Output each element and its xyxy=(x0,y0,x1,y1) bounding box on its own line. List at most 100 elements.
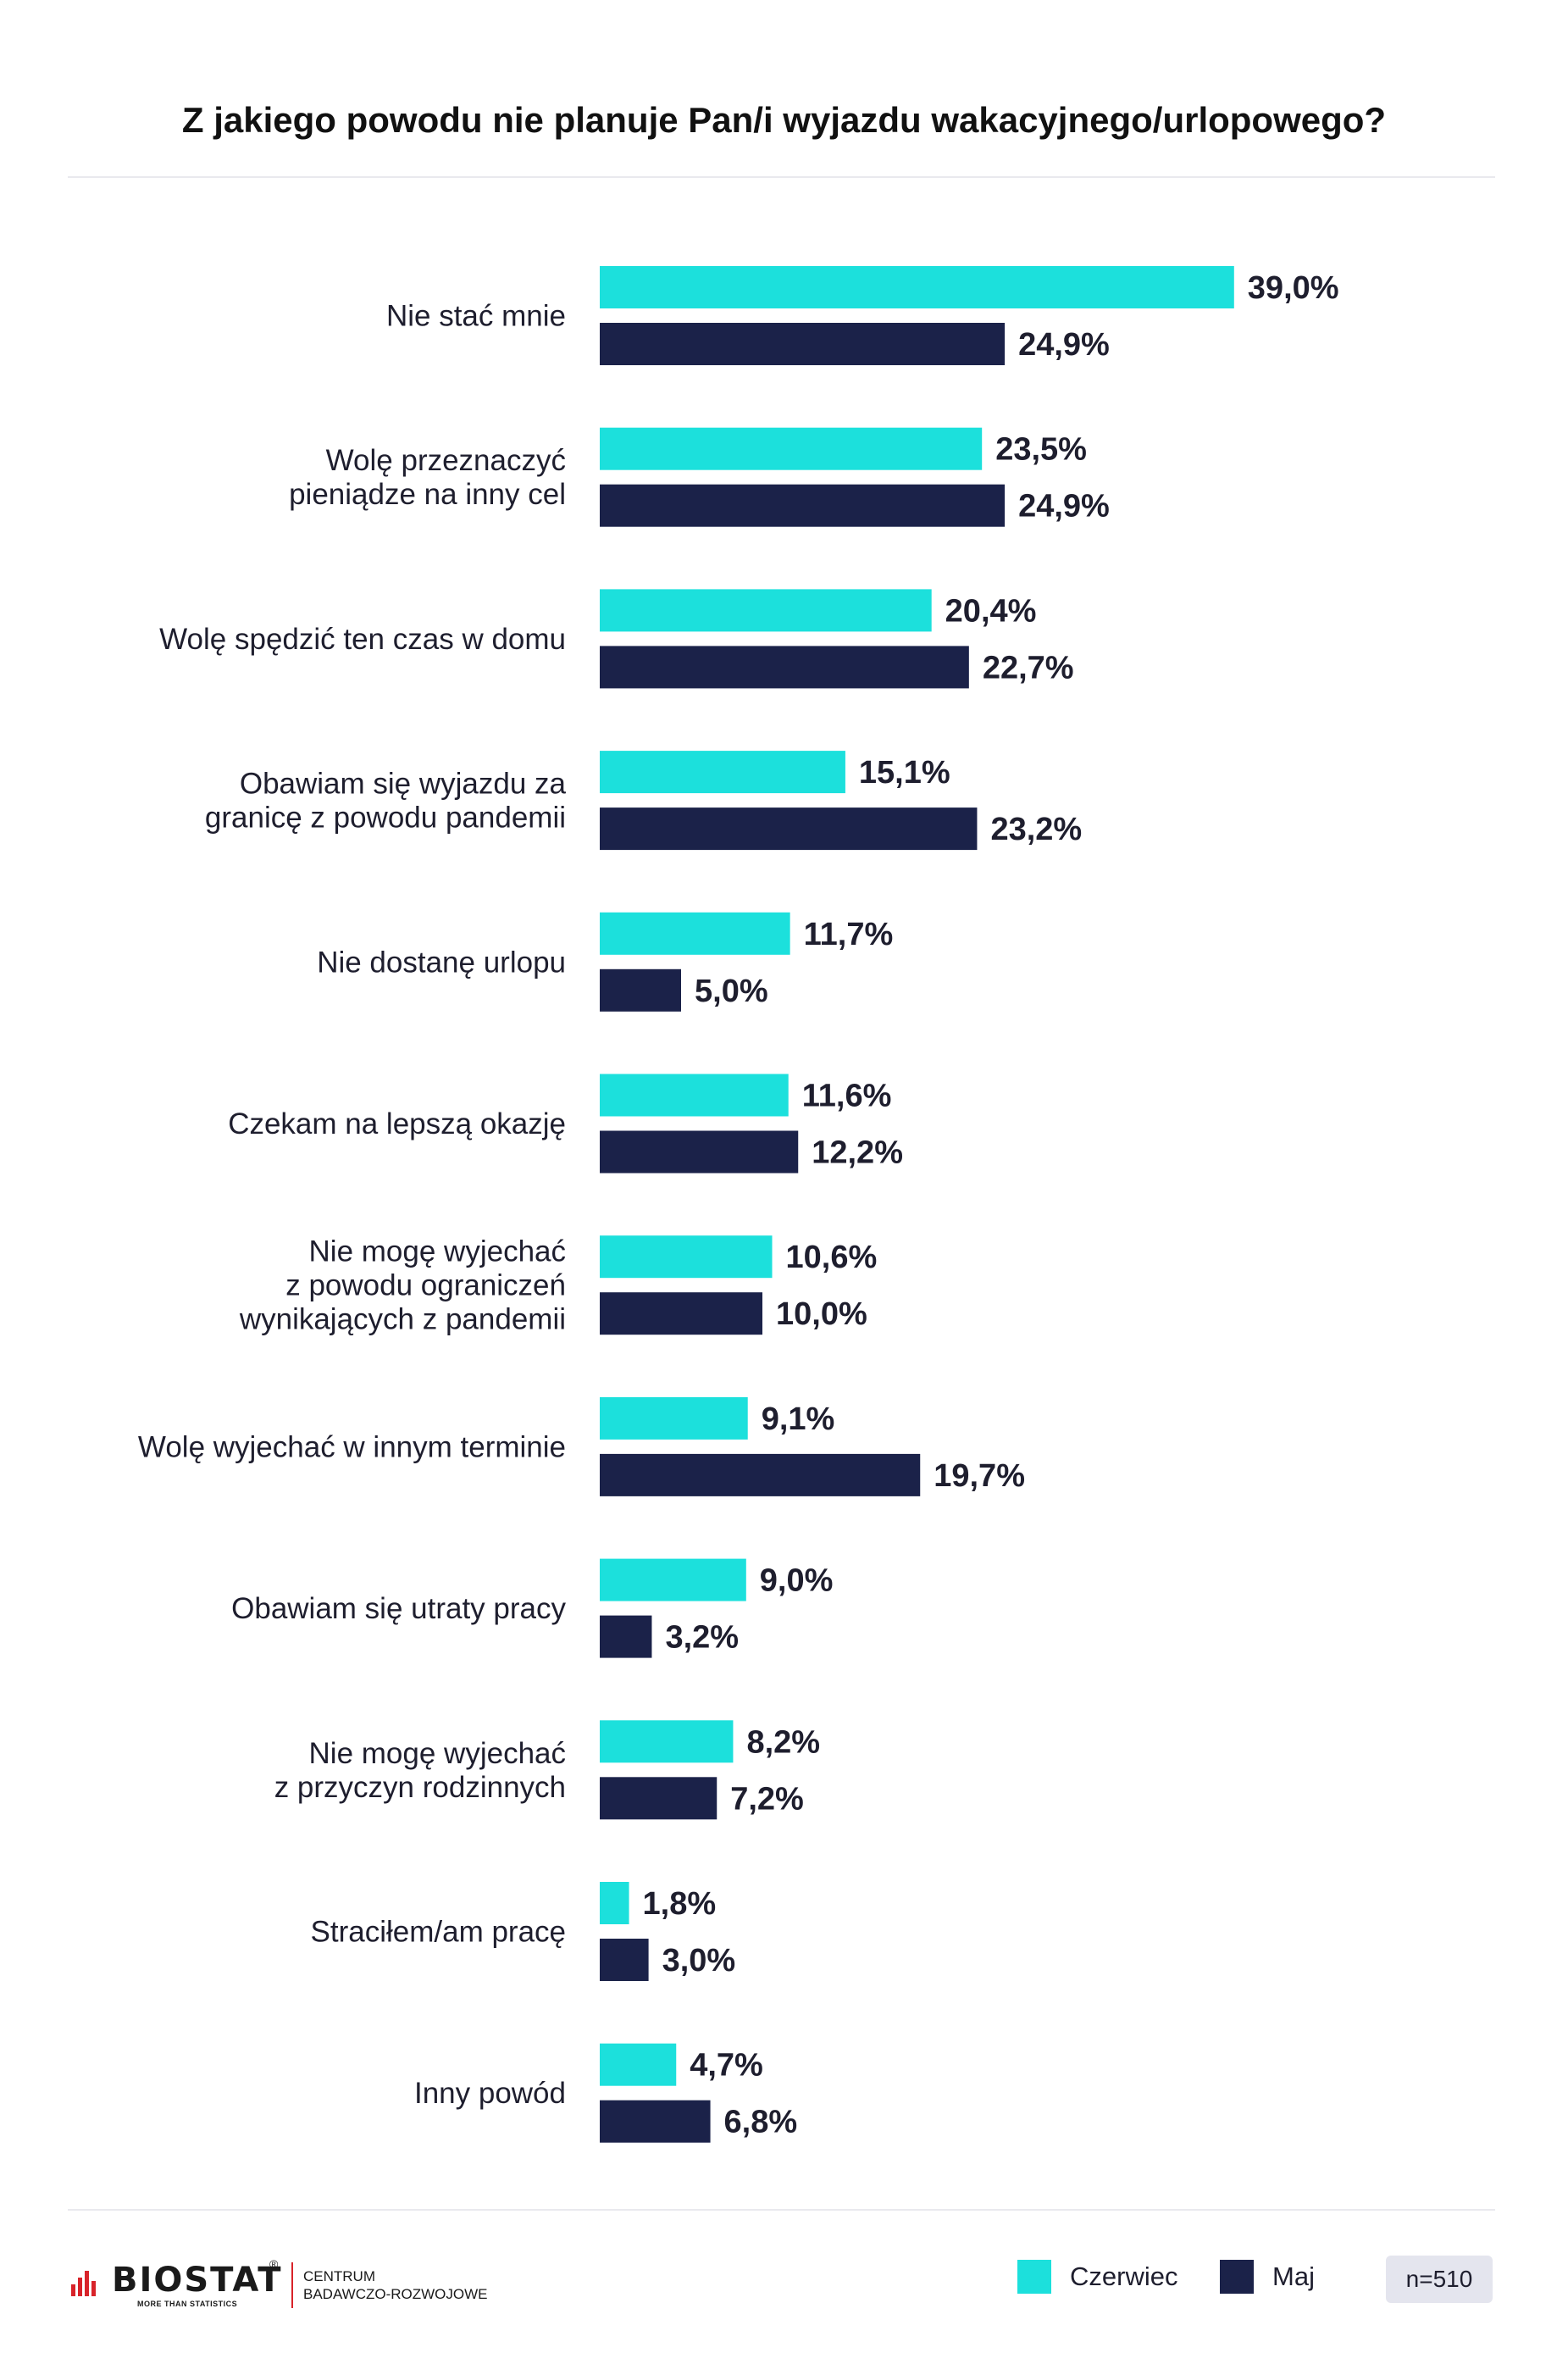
bar-maj xyxy=(600,484,1006,527)
category-label-line: Wolę wyjechać w innym terminie xyxy=(138,1430,566,1463)
bar-group-obawiam-sie-utraty-pracy: Obawiam się utraty pracy 9,0% 3,2% xyxy=(231,1558,834,1658)
bar-czerwiec xyxy=(600,1558,746,1601)
logo-separator xyxy=(291,2262,293,2308)
category-label: Obawiam się wyjazdu za granicę z powodu p… xyxy=(205,768,567,835)
category-label: Wolę przeznaczyć pieniądze na inny cel xyxy=(289,444,566,511)
value-label-czerwiec: 8,2% xyxy=(746,1724,820,1760)
legend-label-maj: Maj xyxy=(1272,2261,1315,2291)
logo-centre-text: CENTRUM BADAWCZO-ROZWOJOWE xyxy=(303,2267,488,2303)
legend-label-czerwiec: Czerwiec xyxy=(1070,2261,1178,2291)
bar-czerwiec xyxy=(600,751,845,794)
category-label-line: z powodu ograniczeń xyxy=(285,1269,566,1302)
category-label: Wolę wyjechać w innym terminie xyxy=(138,1430,566,1463)
logo-centre-line1: CENTRUM xyxy=(303,2268,375,2284)
bar-group-obawiam-sie-wyjazdu-za-granice-z-powodu-pandemii: Obawiam się wyjazdu za granicę z powodu p… xyxy=(205,751,1082,851)
bar-maj xyxy=(600,1292,762,1335)
bar-chart-logo-icon xyxy=(71,2271,96,2296)
category-label-line: Czekam na lepszą okazję xyxy=(228,1107,566,1140)
value-label-czerwiec: 20,4% xyxy=(945,593,1037,629)
bar-maj xyxy=(600,807,978,851)
bar-czerwiec xyxy=(600,1882,629,1924)
logo-centre-line2: BADAWCZO-ROZWOJOWE xyxy=(303,2286,488,2302)
category-label-line: pieniądze na inny cel xyxy=(289,478,566,511)
bar-czerwiec xyxy=(600,1235,773,1279)
bar-maj xyxy=(600,1130,799,1174)
category-label-line: wynikających z pandemii xyxy=(239,1303,566,1336)
bar-czerwiec xyxy=(600,266,1234,308)
value-label-maj: 12,2% xyxy=(812,1135,903,1171)
category-label-line: z przyczyn rodzinnych xyxy=(274,1771,566,1804)
value-label-maj: 3,2% xyxy=(665,1620,739,1656)
bar-group-wole-spedzic-ten-czas-w-domu: Wolę spędzić ten czas w domu 20,4% 22,7% xyxy=(159,589,1074,689)
bar-group-inny-powod: Inny powód 4,7% 6,8% xyxy=(414,2043,798,2143)
bar-czerwiec xyxy=(600,1396,748,1440)
value-label-maj: 6,8% xyxy=(724,2105,798,2140)
category-label-line: Obawiam się wyjazdu za xyxy=(240,768,567,801)
bar-czerwiec xyxy=(600,427,983,470)
value-label-czerwiec: 39,0% xyxy=(1248,270,1339,306)
value-label-czerwiec: 9,1% xyxy=(762,1401,835,1437)
category-label-line: Straciłem/am pracę xyxy=(311,1916,566,1949)
logo-tagline: MORE THAN STATISTICS xyxy=(137,2300,238,2308)
legend-swatch-maj xyxy=(1220,2260,1254,2294)
category-label-line: Inny powód xyxy=(414,2077,566,2110)
logo-registered-mark: ® xyxy=(269,2257,279,2271)
category-label: Nie stać mnie xyxy=(386,300,566,333)
category-label: Nie mogę wyjechać z powodu ograniczeń wyni… xyxy=(239,1235,566,1336)
value-label-maj: 24,9% xyxy=(1018,489,1110,524)
bar-group-nie-dostane-urlopu: Nie dostanę urlopu 11,7% 5,0% xyxy=(317,912,893,1012)
value-label-maj: 22,7% xyxy=(983,650,1074,685)
category-label: Nie dostanę urlopu xyxy=(317,946,566,979)
value-label-maj: 19,7% xyxy=(934,1458,1025,1494)
legend-item-maj: Maj xyxy=(1220,2258,1315,2295)
chart-title: Z jakiego powodu nie planuje Pan/i wyjaz… xyxy=(181,100,1387,140)
category-label-line: Nie dostanę urlopu xyxy=(317,946,566,979)
bar-maj xyxy=(600,1453,921,1496)
category-label: Czekam na lepszą okazję xyxy=(228,1107,566,1140)
bar-maj xyxy=(600,323,1006,365)
value-label-czerwiec: 9,0% xyxy=(760,1563,834,1599)
bar-czerwiec xyxy=(600,912,790,955)
value-label-czerwiec: 1,8% xyxy=(643,1886,717,1922)
bar-group-czekam-na-lepsza-okazje: Czekam na lepszą okazję 11,6% 12,2% xyxy=(228,1074,903,1174)
logo-brand: BIOSTAT xyxy=(112,2261,283,2300)
value-label-maj: 3,0% xyxy=(662,1943,736,1978)
bar-maj xyxy=(600,1615,652,1658)
bar-maj xyxy=(600,1939,649,1981)
value-label-czerwiec: 10,6% xyxy=(786,1240,878,1275)
value-label-maj: 10,0% xyxy=(776,1296,867,1332)
footer-divider xyxy=(68,2209,1495,2211)
value-label-maj: 23,2% xyxy=(990,812,1082,847)
category-label: Nie mogę wyjechać z przyczyn rodzinnych xyxy=(274,1737,566,1804)
value-label-czerwiec: 11,6% xyxy=(802,1079,892,1114)
bar-group-wole-wyjechac-w-innym-terminie: Wolę wyjechać w innym terminie 9,1% 19,7% xyxy=(138,1396,1025,1496)
legend-item-czerwiec: Czerwiec xyxy=(1017,2258,1177,2295)
category-label-line: Obawiam się utraty pracy xyxy=(231,1592,566,1625)
bar-group-nie-moge-wyjechac-z-przyczyn-rodzinnych: Nie mogę wyjechać z przyczyn rodzinnych 8,… xyxy=(274,1720,820,1820)
value-label-maj: 5,0% xyxy=(695,974,768,1009)
category-label: Straciłem/am pracę xyxy=(311,1916,566,1949)
legend-swatch-czerwiec xyxy=(1017,2260,1051,2294)
value-label-maj: 7,2% xyxy=(730,1781,804,1817)
category-label: Wolę spędzić ten czas w domu xyxy=(159,623,566,656)
category-label-line: granicę z powodu pandemii xyxy=(205,802,566,835)
bar-group-wole-przeznaczyc-pieniadze-na-inny-cel: Wolę przeznaczyć pieniądze na inny cel 23,… xyxy=(289,427,1110,527)
value-label-czerwiec: 15,1% xyxy=(859,755,950,791)
category-label: Inny powód xyxy=(414,2077,566,2110)
bar-group-nie-stac-mnie: Nie stać mnie 39,0% 24,9% xyxy=(386,266,1339,365)
title-divider xyxy=(68,176,1495,178)
category-label-line: Wolę spędzić ten czas w domu xyxy=(159,623,566,656)
bar-czerwiec xyxy=(600,1074,789,1117)
bar-group-nie-moge-wyjechac-z-powodu-ograniczen-wynikajacych-z-pandemii: Nie mogę wyjechać z powodu ograniczeń wyni… xyxy=(239,1235,877,1336)
category-label-line: Nie mogę wyjechać xyxy=(309,1235,566,1268)
sample-size-badge: n=510 xyxy=(1386,2256,1493,2303)
bar-czerwiec xyxy=(600,589,932,632)
value-label-czerwiec: 4,7% xyxy=(690,2048,763,2084)
category-label-line: Nie mogę wyjechać xyxy=(309,1737,566,1770)
bar-maj xyxy=(600,1777,718,1820)
category-label-line: Wolę przeznaczyć xyxy=(326,444,566,477)
bar-group-stracilem-am-prace: Straciłem/am pracę 1,8% 3,0% xyxy=(311,1882,736,1981)
category-label: Obawiam się utraty pracy xyxy=(231,1592,566,1625)
value-label-maj: 24,9% xyxy=(1018,327,1110,363)
